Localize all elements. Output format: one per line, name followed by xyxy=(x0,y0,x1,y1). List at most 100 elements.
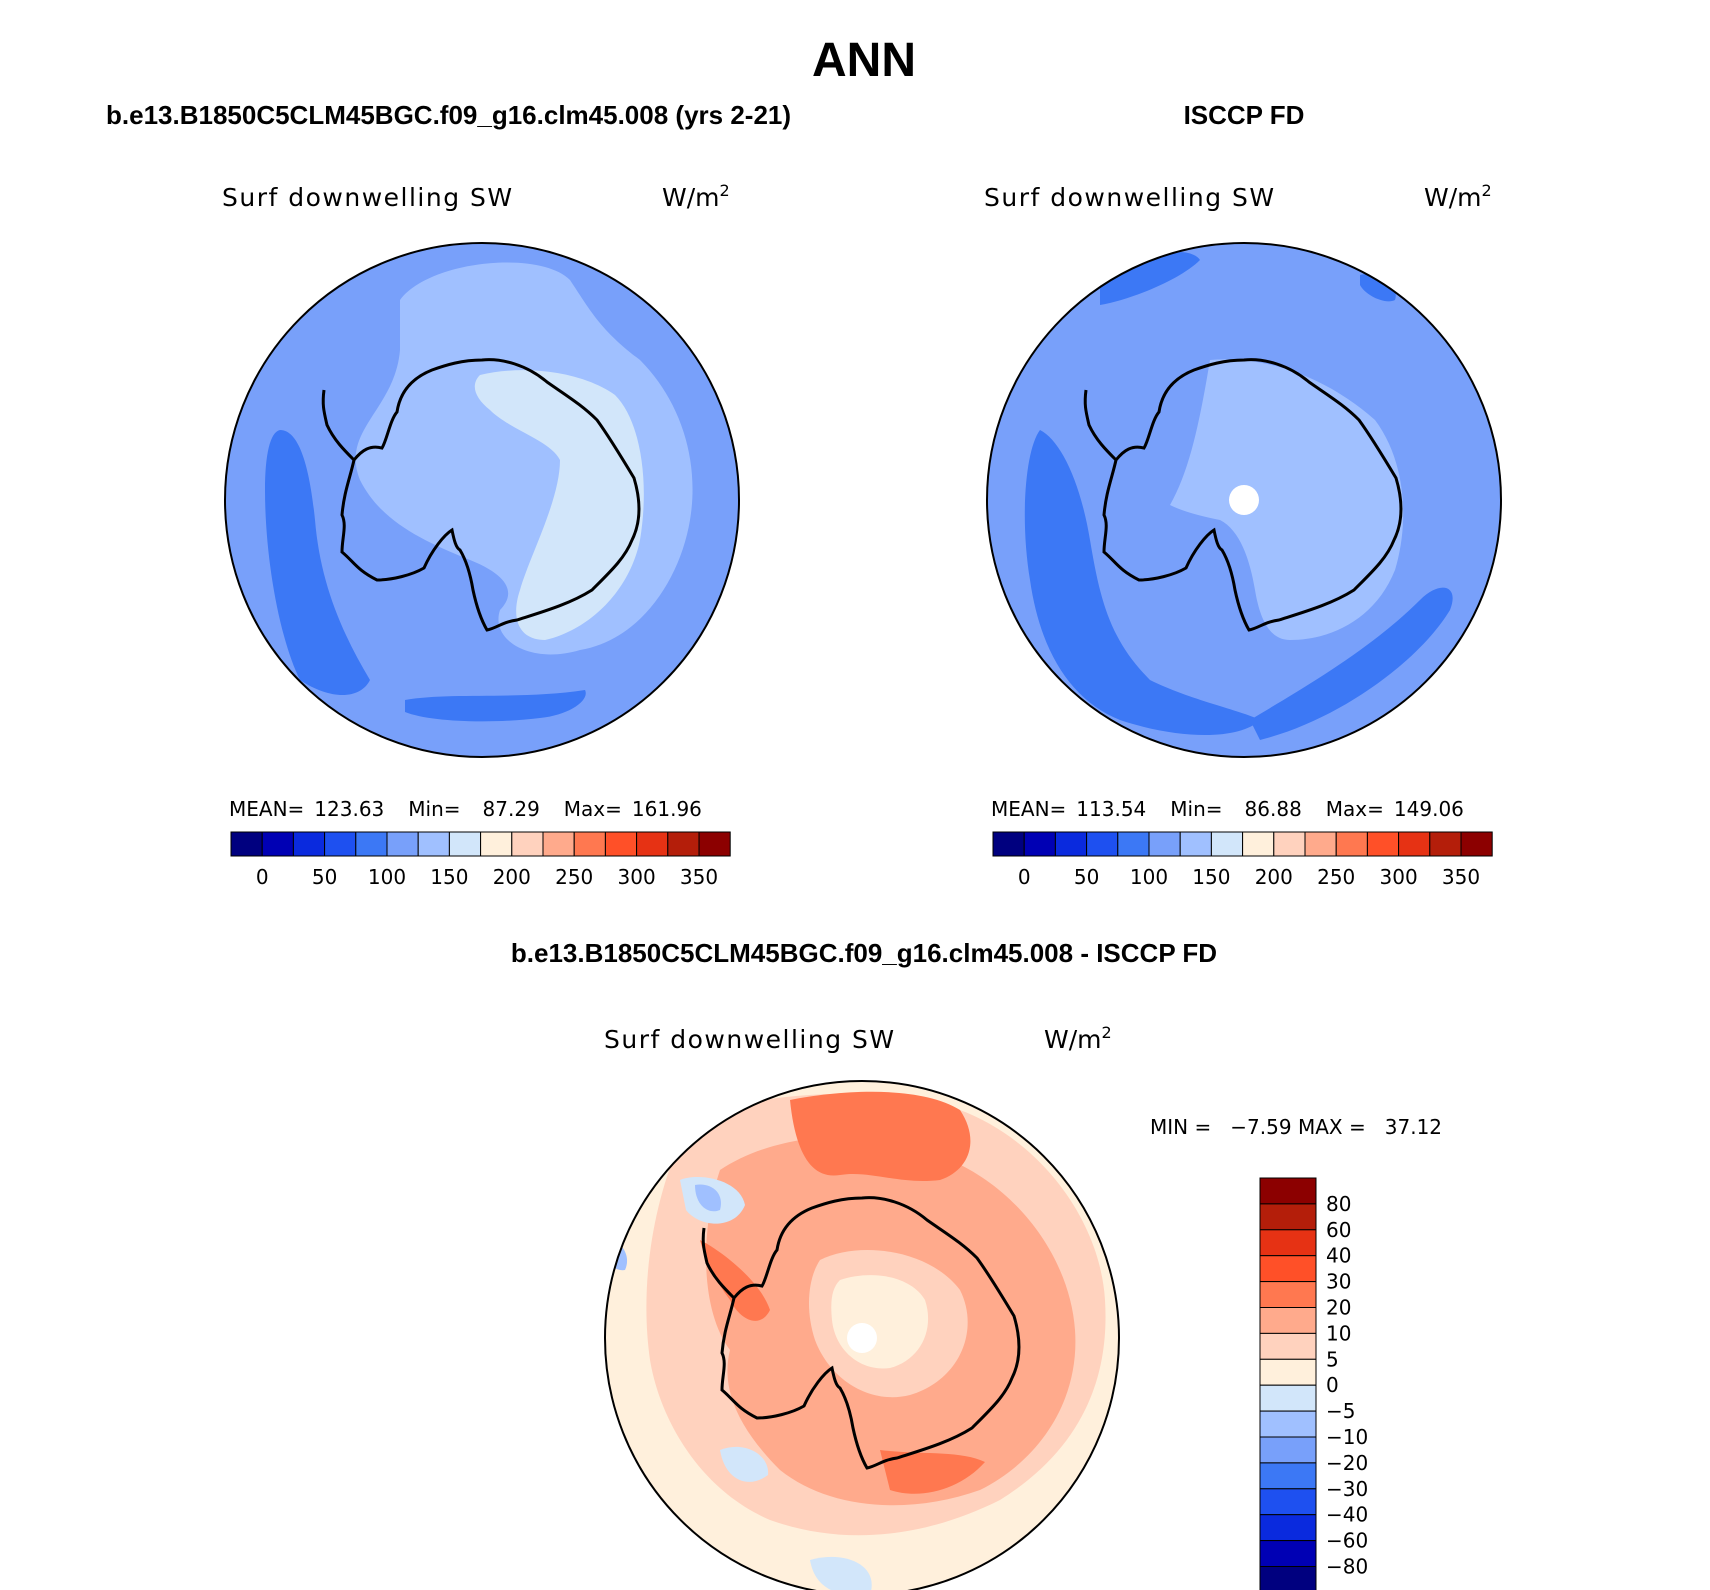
colorbar-tick-label: 250 xyxy=(555,865,593,889)
colorbar-tick-label: 50 xyxy=(1074,865,1099,889)
colorbar-tick-label: 350 xyxy=(1442,865,1480,889)
colorbar-swatch xyxy=(1259,1203,1317,1231)
colorbar-tick-label: 0 xyxy=(256,865,269,889)
colorbar-swatch xyxy=(1259,1488,1317,1516)
panel-case-title: ISCCP FD xyxy=(1184,100,1305,130)
colorbar-tick-label: 80 xyxy=(1326,1192,1351,1216)
colorbar-swatch xyxy=(1335,831,1368,857)
colorbar-swatch xyxy=(1086,831,1119,857)
variable-label: Surf downwelling SW xyxy=(984,183,1276,212)
variable-label: Surf downwelling SW xyxy=(222,183,514,212)
colorbar-tick-label: −5 xyxy=(1326,1399,1355,1423)
colorbar-swatch xyxy=(292,831,326,857)
colorbar-swatch xyxy=(1259,1307,1317,1334)
panel-case-title: b.e13.B1850C5CLM45BGC.f09_g16.clm45.008 … xyxy=(106,100,791,130)
colorbar-swatch xyxy=(386,831,419,857)
colorbar-swatch xyxy=(1259,1436,1317,1464)
colorbar-tick-label: 0 xyxy=(1018,865,1031,889)
colorbar-tick-label: 300 xyxy=(1380,865,1418,889)
colorbar-swatch xyxy=(1259,1462,1317,1490)
colorbar-swatch xyxy=(1259,1332,1317,1360)
stats-mean-label: MEAN= xyxy=(991,797,1066,821)
contour-30-40-south xyxy=(880,1450,985,1494)
colorbar-swatch xyxy=(573,831,606,857)
colorbar-tick-label: 60 xyxy=(1326,1218,1351,1242)
season-title: ANN xyxy=(812,34,916,87)
colorbar-swatch xyxy=(1273,831,1306,857)
units-base: W/m xyxy=(662,183,720,212)
colorbar-tick-label: 5 xyxy=(1326,1347,1339,1371)
units-base: W/m xyxy=(1044,1025,1102,1054)
polar-map-difference xyxy=(605,1081,1119,1590)
colorbar-tick-label: 100 xyxy=(368,865,406,889)
stats-max-value: 149.06 xyxy=(1394,797,1464,821)
colorbar-swatch xyxy=(1429,831,1462,857)
colorbar-swatch xyxy=(480,831,513,857)
contour-low-west xyxy=(265,430,370,695)
stats-max-label: Max= xyxy=(1326,797,1384,821)
contour-low-west xyxy=(1024,430,1260,735)
contour-high-interior xyxy=(474,370,644,640)
colorbar-tick-label: 150 xyxy=(430,865,468,889)
colorbar-swatch xyxy=(1398,831,1431,857)
colorbar-tick-label: 20 xyxy=(1326,1296,1351,1320)
contour-neg-southwest xyxy=(720,1446,769,1482)
stats-mean-value: 123.63 xyxy=(314,797,384,821)
colorbar-swatch xyxy=(1210,831,1244,857)
stats-min-value: 86.88 xyxy=(1245,797,1302,821)
colorbar-swatch xyxy=(1259,1281,1317,1308)
colorbar-swatch xyxy=(324,831,357,857)
panel-obs: ISCCP FD Surf downwelling SW W/m2 MEAN= 1… xyxy=(984,100,1502,889)
colorbar-swatch xyxy=(1366,831,1400,857)
colorbar-tick-label: 0 xyxy=(1326,1373,1339,1397)
colorbar-tick-label: −20 xyxy=(1326,1451,1368,1475)
colorbar-swatch xyxy=(355,831,388,857)
panel-difference: b.e13.B1850C5CLM45BGC.f09_g16.clm45.008 … xyxy=(511,938,1442,1590)
stats-line: MEAN= 123.63 Min= 87.29 Max= 161.96 xyxy=(229,797,702,821)
colorbar-swatch xyxy=(992,831,1025,857)
colorbar-swatch xyxy=(1179,831,1212,857)
contour-low-southeast xyxy=(1250,587,1453,740)
contour-low-south xyxy=(405,690,586,722)
units-label: W/m2 xyxy=(1044,1023,1112,1054)
map-boundary xyxy=(224,242,740,758)
stats-max-value: 161.96 xyxy=(632,797,702,821)
stats-line: MEAN= 113.54 Min= 86.88 Max= 149.06 xyxy=(991,797,1464,821)
stats-mean-label: MEAN= xyxy=(229,797,304,821)
colorbar-tick-label: 40 xyxy=(1326,1244,1351,1268)
colorbar-swatch xyxy=(1259,1410,1317,1438)
stats-min-label: Min= xyxy=(1170,797,1222,821)
stats-max-label: Max= xyxy=(564,797,622,821)
polar-map-model xyxy=(225,243,739,757)
units-label: W/m2 xyxy=(1424,181,1492,212)
colorbar-swatch xyxy=(636,831,669,857)
panel-model: b.e13.B1850C5CLM45BGC.f09_g16.clm45.008 … xyxy=(106,100,791,889)
colorbar-swatch xyxy=(230,831,263,857)
colorbar-tick-label: −80 xyxy=(1326,1555,1368,1579)
map-boundary xyxy=(986,242,1502,758)
colorbar-swatch xyxy=(604,831,638,857)
colorbar-swatch xyxy=(1023,831,1056,857)
colorbar-swatch xyxy=(511,831,544,857)
colorbar-tick-label: 300 xyxy=(618,865,656,889)
pole-missing-data xyxy=(1229,485,1259,515)
colorbar-swatch xyxy=(1117,831,1150,857)
colorbar-swatch xyxy=(1259,1540,1317,1568)
colorbar-swatch xyxy=(1259,1384,1317,1412)
abs-colorbar-model: 0 50 100 150 200 250 300 350 xyxy=(230,831,731,889)
colorbar-swatch xyxy=(698,831,731,857)
colorbar-tick-label: 200 xyxy=(1255,865,1293,889)
colorbar-swatch xyxy=(417,831,450,857)
polar-map-obs xyxy=(987,243,1501,757)
colorbar-swatch xyxy=(1148,831,1181,857)
colorbar-swatch xyxy=(1460,831,1493,857)
units-base: W/m xyxy=(1424,183,1482,212)
colorbar-tick-label: 350 xyxy=(680,865,718,889)
colorbar-swatch xyxy=(448,831,482,857)
colorbar-swatch xyxy=(1259,1514,1317,1542)
colorbar-swatch xyxy=(542,831,575,857)
colorbar-swatch xyxy=(1259,1229,1317,1257)
colorbar-tick-label: 50 xyxy=(312,865,337,889)
